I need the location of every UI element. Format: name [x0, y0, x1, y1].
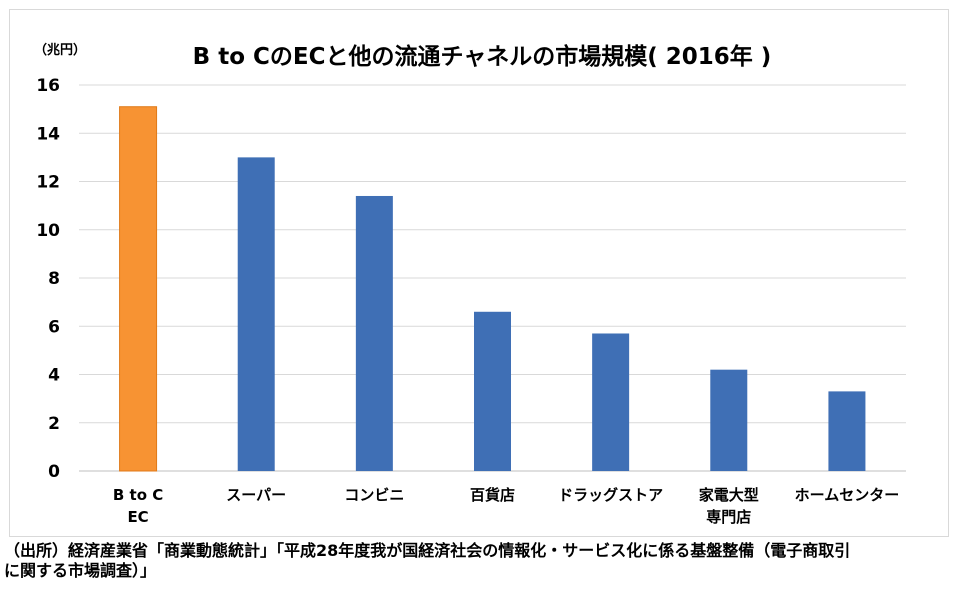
y-tick-label: 2: [48, 414, 60, 434]
y-tick-label: 4: [48, 366, 60, 386]
x-tick-label: 専門店: [706, 508, 751, 526]
x-tick-label: B to C: [113, 486, 163, 504]
bar: [828, 391, 866, 471]
y-axis-ticks: 0 2 4 6 8 10 12 14 16: [36, 76, 60, 482]
x-tick-label: 百貨店: [470, 486, 515, 504]
bar: [474, 311, 511, 471]
x-tick-label: 家電大型: [699, 486, 759, 504]
bar: [710, 369, 748, 471]
x-tick-label: ドラッグストア: [558, 486, 663, 504]
gridlines: [79, 84, 906, 472]
y-tick-label: 12: [36, 173, 60, 193]
y-tick-label: 16: [36, 76, 60, 96]
x-tick-label: コンビニ: [344, 486, 404, 504]
chart-frame: B to CのECと他の流通チャネルの市場規模( 2016年 ) （兆円） 0 2…: [9, 9, 949, 537]
bar-chart: B to CのECと他の流通チャネルの市場規模( 2016年 ) （兆円） 0 2…: [34, 42, 906, 526]
chart-title: B to CのECと他の流通チャネルの市場規模( 2016年 ): [193, 43, 772, 70]
y-tick-label: 0: [48, 462, 60, 482]
bars: [119, 106, 866, 472]
bar: [237, 157, 275, 471]
y-tick-label: 6: [48, 317, 60, 337]
x-tick-label: EC: [127, 508, 148, 526]
x-tick-label: ホームセンター: [795, 486, 900, 504]
source-line-1: （出所）経済産業省「商業動態統計」「平成28年度我が国経済社会の情報化・サービス…: [4, 541, 851, 560]
y-axis-unit-label: （兆円）: [34, 42, 86, 58]
y-tick-label: 8: [48, 269, 60, 289]
bar: [355, 195, 393, 471]
bar: [119, 106, 158, 472]
source-line-2: に関する市場調査）」: [4, 561, 157, 580]
y-tick-label: 10: [36, 221, 60, 241]
bar: [592, 333, 630, 471]
x-tick-label: スーパー: [226, 486, 286, 504]
source-note: （出所）経済産業省「商業動態統計」「平成28年度我が国経済社会の情報化・サービス…: [4, 541, 954, 581]
y-tick-label: 14: [36, 124, 60, 144]
